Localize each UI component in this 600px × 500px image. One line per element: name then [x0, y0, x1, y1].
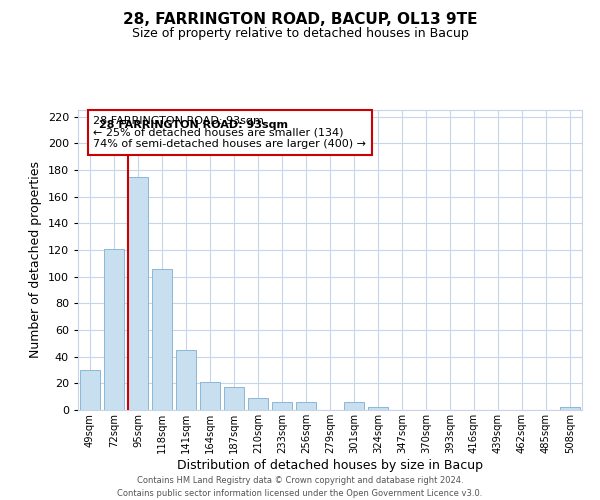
Text: 28, FARRINGTON ROAD, BACUP, OL13 9TE: 28, FARRINGTON ROAD, BACUP, OL13 9TE — [123, 12, 477, 28]
Bar — [80, 370, 100, 410]
Text: 28 FARRINGTON ROAD: 93sqm
← 25% of detached houses are smaller (134)
74% of semi: 28 FARRINGTON ROAD: 93sqm ← 25% of detac… — [93, 116, 366, 149]
X-axis label: Distribution of detached houses by size in Bacup: Distribution of detached houses by size … — [177, 458, 483, 471]
Bar — [104, 248, 124, 410]
Text: 28 FARRINGTON ROAD: 93sqm: 28 FARRINGTON ROAD: 93sqm — [99, 120, 288, 130]
Bar — [368, 408, 388, 410]
Text: Size of property relative to detached houses in Bacup: Size of property relative to detached ho… — [131, 28, 469, 40]
Y-axis label: Number of detached properties: Number of detached properties — [29, 162, 42, 358]
Bar — [176, 350, 196, 410]
Bar — [344, 402, 364, 410]
Bar — [296, 402, 316, 410]
Bar — [152, 268, 172, 410]
Bar — [128, 176, 148, 410]
Text: Contains HM Land Registry data © Crown copyright and database right 2024.
Contai: Contains HM Land Registry data © Crown c… — [118, 476, 482, 498]
Bar — [272, 402, 292, 410]
Bar — [224, 388, 244, 410]
Bar — [560, 408, 580, 410]
Bar — [248, 398, 268, 410]
Bar — [200, 382, 220, 410]
